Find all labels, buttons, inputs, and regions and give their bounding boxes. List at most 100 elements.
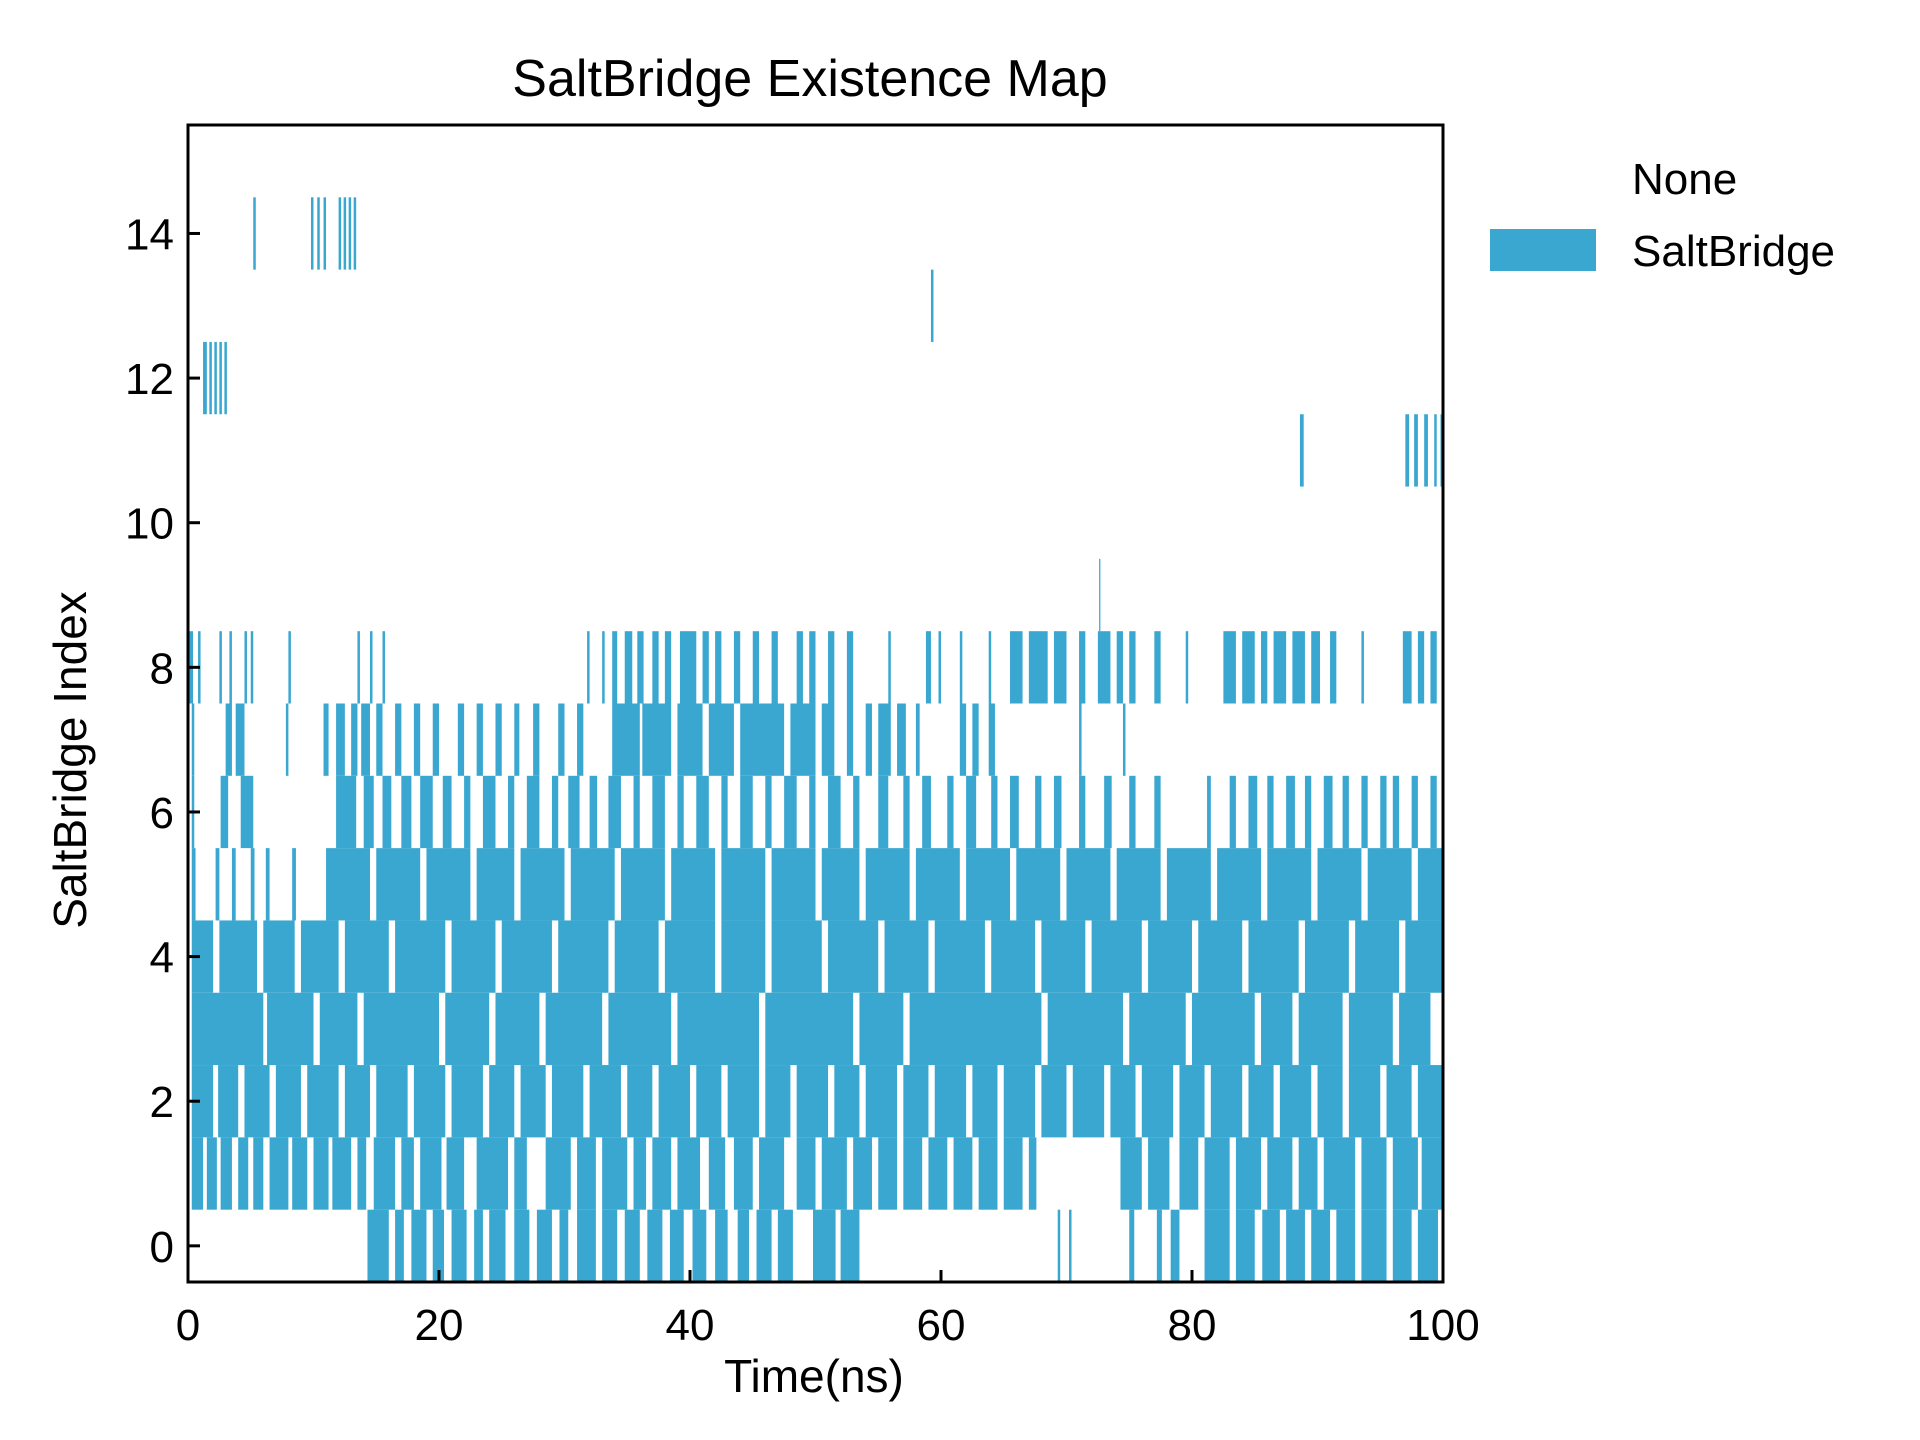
plot-area bbox=[189, 197, 1443, 1282]
saltbridge-segment bbox=[677, 1137, 701, 1210]
saltbridge-segment bbox=[1129, 1209, 1135, 1282]
saltbridge-segment bbox=[235, 703, 245, 776]
saltbridge-segment bbox=[1248, 920, 1299, 993]
saltbridge-segment bbox=[721, 775, 728, 849]
saltbridge-segment bbox=[1267, 848, 1312, 921]
saltbridge-segment bbox=[319, 992, 358, 1066]
saltbridge-segment bbox=[307, 1065, 339, 1138]
saltbridge-segment bbox=[1417, 1209, 1438, 1282]
saltbridge-segment bbox=[1223, 631, 1236, 704]
saltbridge-segment bbox=[244, 1065, 270, 1138]
saltbridge-segment bbox=[1079, 631, 1086, 704]
saltbridge-segment bbox=[809, 631, 816, 704]
saltbridge-segment bbox=[637, 631, 644, 704]
saltbridge-segment bbox=[218, 1065, 239, 1138]
saltbridge-segment bbox=[771, 848, 816, 921]
saltbridge-segment bbox=[514, 1209, 530, 1282]
saltbridge-segment bbox=[959, 703, 967, 776]
saltbridge-segment bbox=[853, 1137, 872, 1210]
saltbridge-segment bbox=[1198, 920, 1243, 993]
chart-title: SaltBridge Existence Map bbox=[512, 50, 1107, 108]
saltbridge-segment bbox=[1392, 775, 1400, 849]
saltbridge-segment bbox=[411, 1209, 427, 1282]
saltbridge-segment bbox=[1116, 631, 1123, 704]
saltbridge-segment bbox=[332, 1137, 352, 1210]
saltbridge-segment bbox=[323, 197, 327, 270]
saltbridge-segment bbox=[1179, 1065, 1205, 1138]
y-tick-label: 10 bbox=[125, 500, 174, 549]
plot-frame bbox=[186, 123, 1445, 1284]
saltbridge-segment bbox=[1304, 920, 1349, 993]
saltbridge-segment bbox=[1148, 1137, 1170, 1210]
row-6 bbox=[191, 775, 1437, 849]
saltbridge-segment bbox=[1116, 848, 1161, 921]
saltbridge-segment bbox=[191, 992, 264, 1066]
row-12 bbox=[203, 341, 227, 415]
saltbridge-segment bbox=[1304, 775, 1312, 849]
saltbridge-segment bbox=[1298, 1137, 1318, 1210]
saltbridge-segment bbox=[1336, 1209, 1356, 1282]
saltbridge-segment bbox=[191, 920, 214, 993]
legend: None SaltBridge bbox=[1490, 155, 1835, 276]
saltbridge-segment bbox=[482, 775, 496, 849]
saltbridge-segment bbox=[1003, 1065, 1036, 1138]
saltbridge-segment bbox=[765, 775, 772, 849]
saltbridge-segment bbox=[1424, 414, 1428, 487]
saltbridge-segment bbox=[1417, 1065, 1443, 1138]
row-14 bbox=[253, 197, 357, 270]
saltbridge-segment bbox=[1099, 558, 1101, 632]
saltbridge-segment bbox=[930, 269, 934, 342]
saltbridge-segment bbox=[336, 775, 357, 849]
saltbridge-segment bbox=[1292, 631, 1305, 704]
saltbridge-segment bbox=[1361, 1209, 1387, 1282]
saltbridge-segment bbox=[865, 703, 872, 776]
saltbridge-segment bbox=[476, 1137, 509, 1210]
saltbridge-segment bbox=[796, 1137, 816, 1210]
saltbridge-segment bbox=[1129, 775, 1136, 849]
saltbridge-segment bbox=[1262, 1209, 1280, 1282]
saltbridge-segment bbox=[589, 775, 598, 849]
saltbridge-segment bbox=[1192, 992, 1255, 1066]
saltbridge-segment bbox=[269, 1137, 289, 1210]
saltbridge-segment bbox=[752, 631, 760, 704]
saltbridge-segment bbox=[343, 197, 347, 270]
saltbridge-segment bbox=[633, 775, 640, 849]
saltbridge-segment bbox=[1417, 631, 1425, 704]
saltbridge-segment bbox=[224, 341, 227, 415]
saltbridge-segment bbox=[1311, 1209, 1331, 1282]
x-tick-label: 60 bbox=[917, 1301, 966, 1350]
saltbridge-segment bbox=[545, 992, 603, 1066]
saltbridge-segment bbox=[853, 775, 860, 849]
saltbridge-segment bbox=[1392, 1209, 1412, 1282]
saltbridge-segment bbox=[633, 1137, 647, 1210]
saltbridge-segment bbox=[1129, 631, 1136, 704]
saltbridge-segment bbox=[442, 775, 452, 849]
saltbridge-segment bbox=[909, 992, 1042, 1066]
saltbridge-segment bbox=[991, 920, 1036, 993]
saltbridge-segment bbox=[679, 631, 697, 704]
saltbridge-segment bbox=[577, 703, 584, 776]
saltbridge-segment bbox=[1402, 631, 1412, 704]
saltbridge-segment bbox=[323, 703, 329, 776]
saltbridge-segment bbox=[357, 1137, 367, 1210]
saltbridge-segment bbox=[708, 1137, 726, 1210]
saltbridge-segment bbox=[922, 775, 931, 849]
saltbridge-segment bbox=[382, 631, 386, 704]
saltbridge-segment bbox=[1261, 992, 1293, 1066]
saltbridge-segment bbox=[897, 703, 906, 776]
saltbridge-segment bbox=[1122, 703, 1126, 776]
saltbridge-segment bbox=[240, 775, 254, 849]
x-tick-label: 100 bbox=[1406, 1301, 1479, 1350]
saltbridge-segment bbox=[382, 775, 392, 849]
saltbridge-segment bbox=[1028, 631, 1048, 704]
row-2 bbox=[191, 1065, 1443, 1138]
saltbridge-segment bbox=[1267, 775, 1274, 849]
saltbridge-segment bbox=[445, 992, 490, 1066]
saltbridge-segment bbox=[1361, 775, 1368, 849]
saltbridge-segment bbox=[1120, 1137, 1142, 1210]
saltbridge-segment bbox=[1016, 848, 1061, 921]
saltbridge-segment bbox=[363, 775, 374, 849]
saltbridge-segment bbox=[310, 197, 314, 270]
row-9 bbox=[1099, 558, 1101, 632]
